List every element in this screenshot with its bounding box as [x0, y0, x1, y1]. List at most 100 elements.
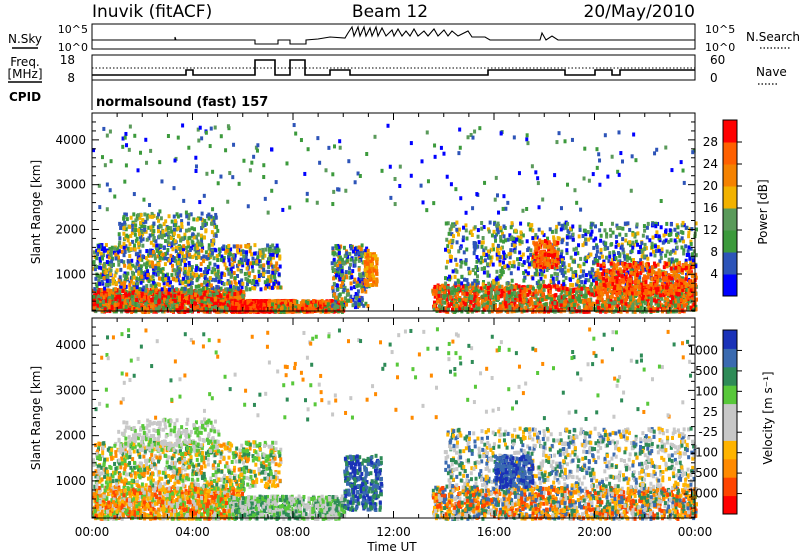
power-echo [210, 221, 214, 226]
power-echo [230, 273, 234, 278]
power-echo [616, 307, 620, 312]
power-echo [128, 297, 132, 302]
power-echo [96, 303, 100, 308]
power-echo [166, 256, 170, 261]
power-echo [175, 296, 179, 301]
power-echo [222, 303, 226, 308]
power-echo [232, 244, 236, 249]
power-echo [178, 259, 182, 264]
power-echo [119, 293, 123, 298]
nave-tick-top: 60 [710, 53, 725, 67]
power-echo [496, 293, 500, 298]
power-echo [638, 294, 642, 299]
power-echo [119, 267, 123, 272]
power-echo [362, 287, 366, 292]
power-echo [109, 263, 113, 268]
power-echo [203, 274, 207, 279]
power-echo [670, 303, 674, 308]
power-echo [141, 237, 145, 242]
power-echo [216, 307, 220, 312]
power-echo [366, 248, 370, 253]
power-echo [156, 282, 160, 287]
power-echo [175, 304, 179, 309]
power-echo [110, 259, 114, 264]
power-echo [231, 306, 235, 311]
power-echo [205, 277, 209, 282]
power-echo [92, 306, 96, 311]
power-echo [122, 284, 126, 289]
power-echo [308, 306, 312, 311]
power-echo [171, 263, 175, 268]
power-echo [172, 256, 176, 261]
power-echo [186, 249, 190, 254]
power-echo [263, 253, 267, 258]
power-echo [164, 238, 168, 243]
power-echo [364, 301, 368, 306]
power-echo [202, 270, 206, 275]
power-echo [113, 246, 117, 251]
power-echo [348, 266, 352, 271]
power-echo [184, 256, 188, 261]
cpid-label: CPID [9, 90, 41, 104]
power-echo [203, 223, 207, 228]
power-echo [152, 236, 156, 241]
power-echo [129, 266, 133, 271]
power-echo [152, 221, 156, 226]
power-echo [267, 257, 271, 262]
power-echo [206, 309, 210, 314]
power-echo [181, 247, 185, 252]
power-echo [97, 278, 101, 283]
power-echo [114, 252, 118, 257]
power-echo [272, 281, 276, 286]
power-echo [149, 290, 153, 295]
power-echo [305, 303, 309, 308]
power-echo [170, 241, 174, 246]
power-echo [589, 297, 593, 302]
power-echo [200, 288, 204, 293]
power-echo [108, 246, 112, 251]
power-echo [122, 304, 126, 309]
power-echo [130, 293, 134, 298]
power-echo [359, 249, 363, 254]
power-echo [374, 254, 378, 259]
power-echo [351, 303, 355, 308]
power-echo [210, 230, 214, 235]
power-echo [109, 249, 113, 254]
power-echo [100, 246, 104, 251]
power-echo [265, 278, 269, 283]
power-echo [194, 284, 198, 289]
power-echo [275, 253, 279, 258]
power-echo [222, 271, 226, 276]
power-echo [145, 284, 149, 289]
power-echo [197, 251, 201, 256]
power-echo [152, 268, 156, 273]
power-echo [156, 272, 160, 277]
power-echo [368, 277, 372, 282]
power-echo [233, 276, 237, 281]
power-echo [93, 250, 97, 255]
power-echo [246, 258, 250, 263]
power-echo [345, 258, 349, 263]
power-echo [355, 280, 359, 285]
power-echo [151, 305, 155, 310]
power-echo [109, 272, 113, 277]
power-echo [159, 269, 163, 274]
power-echo [625, 293, 629, 298]
power-echo [159, 216, 163, 221]
power-echo [191, 271, 195, 276]
power-echo [112, 250, 116, 255]
power-echo [213, 301, 217, 306]
power-echo [173, 239, 177, 244]
power-echo [225, 245, 229, 250]
power-echo [340, 261, 344, 266]
power-echo [230, 262, 234, 267]
power-echo [183, 270, 187, 275]
power-echo [156, 254, 160, 259]
power-echo [158, 258, 162, 263]
power-echo [357, 277, 361, 282]
power-echo [187, 227, 191, 232]
power-echo [177, 234, 181, 239]
power-echo [111, 301, 115, 306]
power-echo [171, 295, 175, 300]
power-echo [123, 280, 127, 285]
